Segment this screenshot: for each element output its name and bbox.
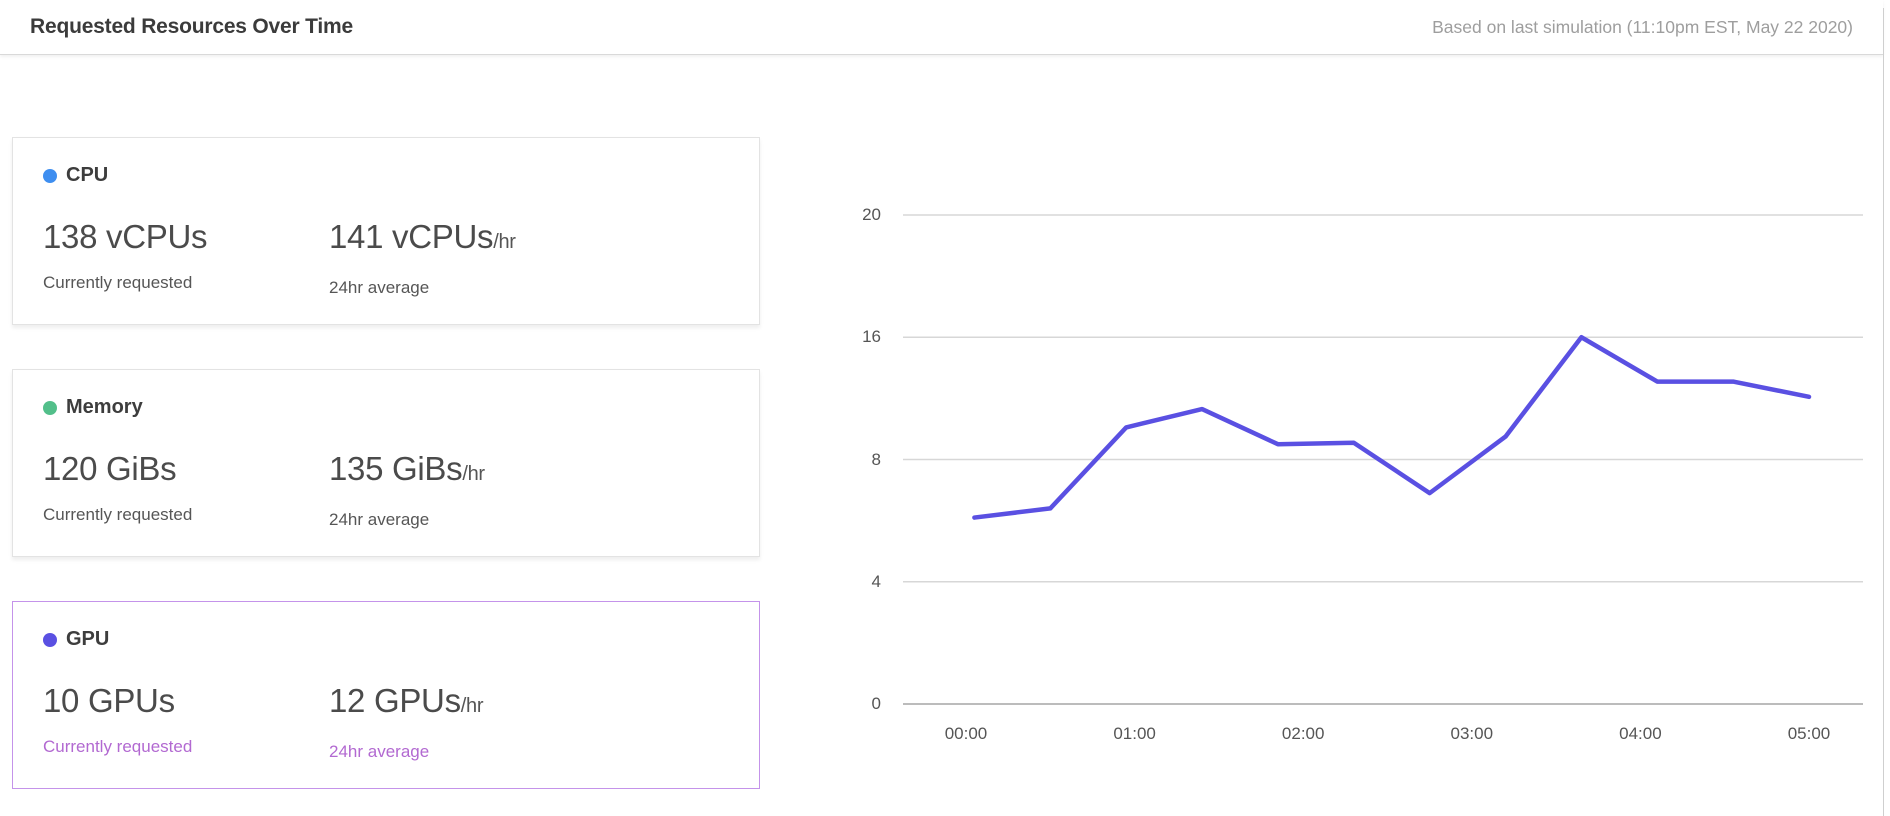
card-label-row: GPU <box>43 626 729 653</box>
average-number: 141 vCPUs <box>329 218 494 255</box>
current-value: 10 GPUs <box>43 682 175 719</box>
average-caption: 24hr average <box>329 742 430 761</box>
x-tick-label: 02:00 <box>1281 724 1325 743</box>
current-stat: 10 GPUs Currently requested <box>43 681 329 762</box>
gpu-usage-line <box>972 335 1812 520</box>
average-number: 12 GPUs <box>329 682 461 719</box>
card-title: Memory <box>66 396 143 418</box>
average-value: 141 vCPUs/hr <box>329 217 516 262</box>
memory-series-dot-icon <box>43 400 57 415</box>
average-stat: 12 GPUs/hr 24hr average <box>329 681 484 762</box>
current-stat: 138 vCPUs Currently requested <box>43 217 329 298</box>
current-caption: Currently requested <box>43 273 193 292</box>
current-caption: Currently requested <box>43 505 193 524</box>
page-title: Requested Resources Over Time <box>30 15 353 38</box>
y-tick-label: 4 <box>871 571 881 591</box>
current-caption: Currently requested <box>43 737 193 756</box>
card-stats: 120 GiBs Currently requested 135 GiBs/hr… <box>43 449 729 530</box>
current-stat: 120 GiBs Currently requested <box>43 449 329 530</box>
y-tick-label: 0 <box>871 694 881 713</box>
per-hour-suffix: /hr <box>460 695 484 717</box>
card-title: GPU <box>66 628 110 650</box>
resource-card-gpu[interactable]: GPU 10 GPUs Currently requested 12 GPUs/… <box>12 601 760 789</box>
average-value: 135 GiBs/hr <box>329 449 485 494</box>
y-tick-label: 20 <box>862 205 881 224</box>
x-tick-label: 01:00 <box>1113 724 1156 743</box>
x-tick-label: 00:00 <box>944 724 988 743</box>
per-hour-suffix: /hr <box>462 463 485 485</box>
resource-card-cpu[interactable]: CPU 138 vCPUs Currently requested 141 vC… <box>12 137 760 325</box>
average-value: 12 GPUs/hr <box>329 681 484 726</box>
per-hour-suffix: /hr <box>493 231 516 253</box>
current-value: 120 GiBs <box>43 450 177 487</box>
average-caption: 24hr average <box>329 510 430 529</box>
y-tick-label: 16 <box>862 327 881 347</box>
card-stats: 138 vCPUs Currently requested 141 vCPUs/… <box>43 217 729 298</box>
x-tick-label: 05:00 <box>1787 724 1831 743</box>
panel-header: Requested Resources Over Time Based on l… <box>0 0 1883 55</box>
card-label-row: Memory <box>43 394 729 421</box>
average-stat: 135 GiBs/hr 24hr average <box>329 449 485 530</box>
average-number: 135 GiBs <box>329 450 463 487</box>
y-tick-label: 8 <box>871 449 881 469</box>
card-label-row: CPU <box>43 162 729 189</box>
x-tick-label: 04:00 <box>1619 724 1662 743</box>
resource-card-memory[interactable]: Memory 120 GiBs Currently requested 135 … <box>12 369 760 557</box>
card-title: CPU <box>66 164 109 186</box>
scrollbar-track[interactable] <box>1883 8 1884 816</box>
current-value: 138 vCPUs <box>43 218 208 255</box>
average-caption: 24hr average <box>329 278 430 297</box>
simulation-timestamp: Based on last simulation (11:10pm EST, M… <box>1432 16 1853 37</box>
cpu-series-dot-icon <box>43 168 57 183</box>
average-stat: 141 vCPUs/hr 24hr average <box>329 217 516 298</box>
gpu-series-dot-icon <box>43 632 57 647</box>
x-tick-label: 03:00 <box>1450 724 1494 743</box>
card-stats: 10 GPUs Currently requested 12 GPUs/hr 2… <box>43 681 729 762</box>
